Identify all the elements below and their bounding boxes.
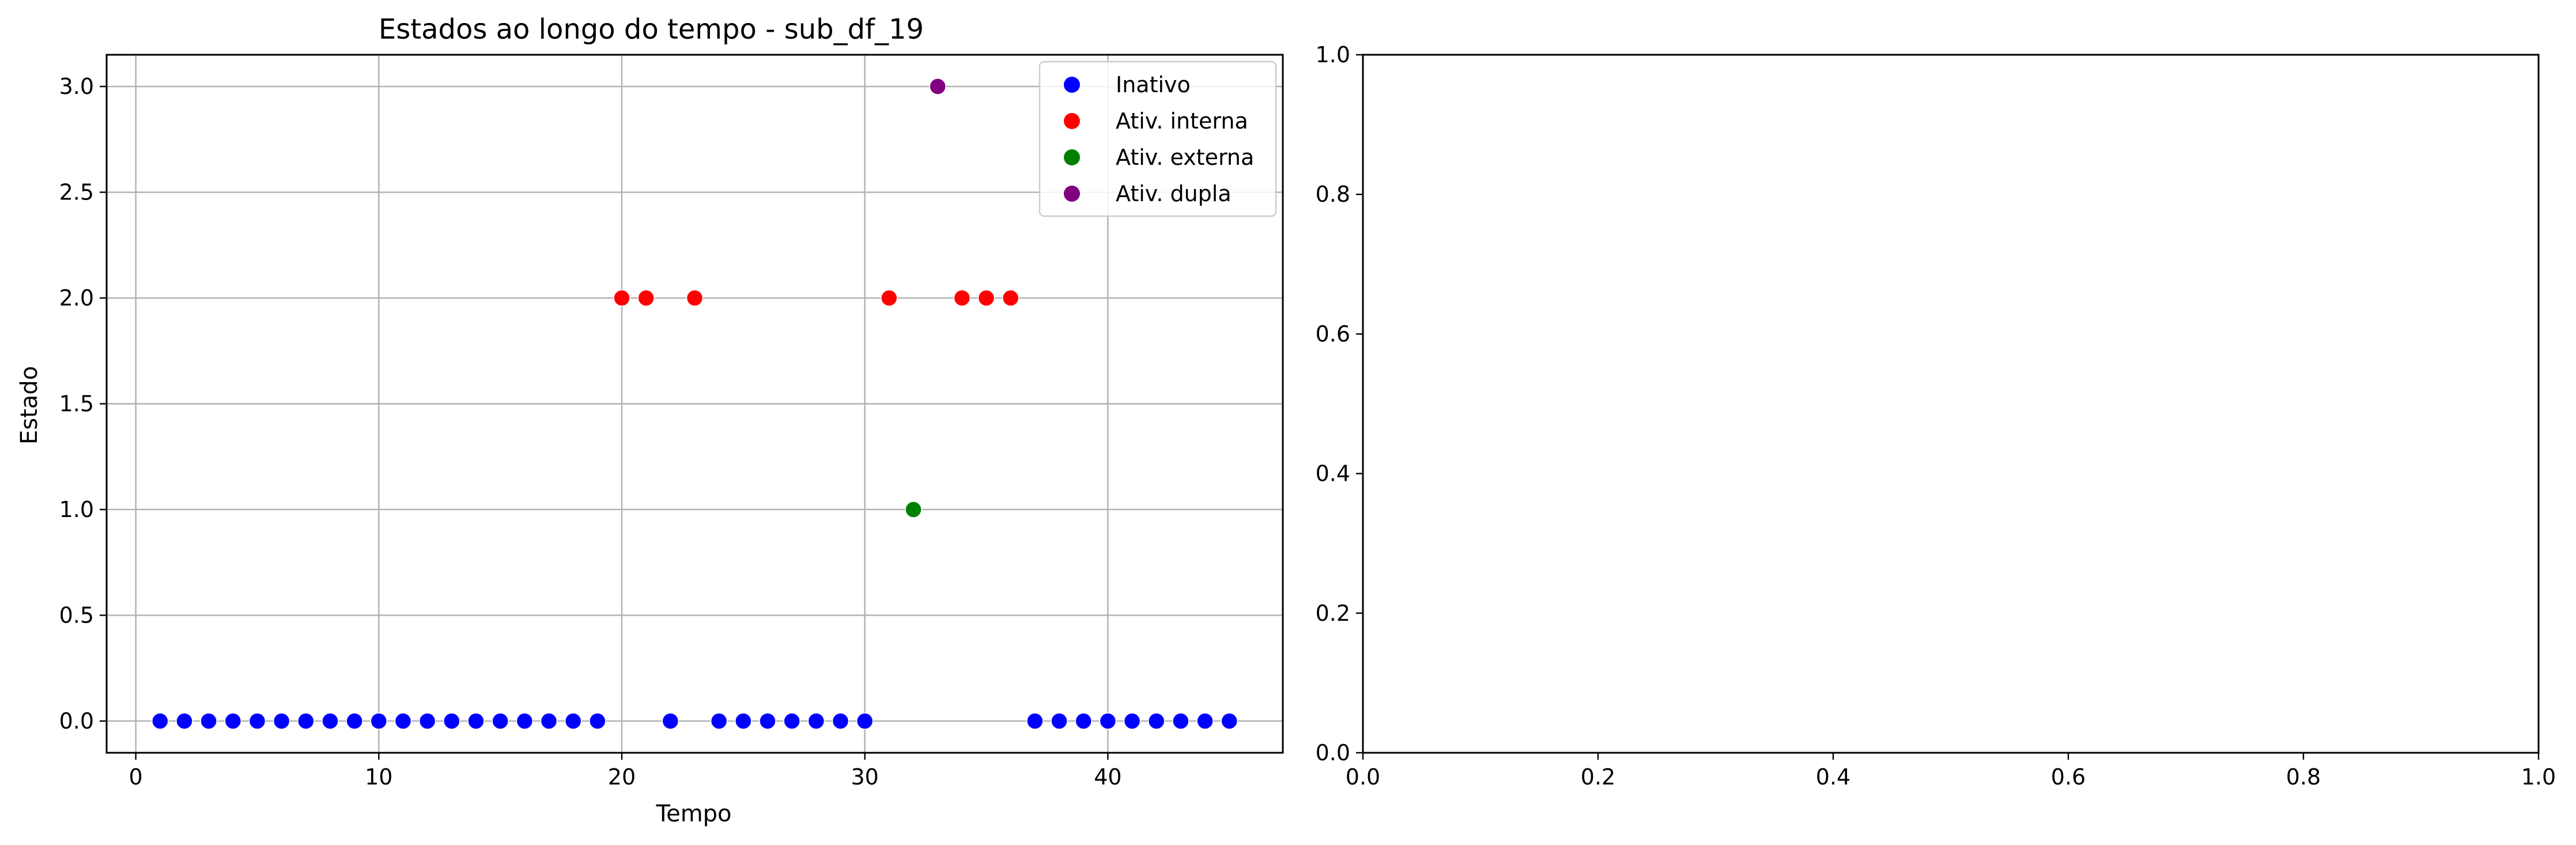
point-inativo (759, 712, 776, 730)
point-inativo (516, 712, 534, 730)
y-tick-label: 0.0 (59, 708, 94, 734)
point-inativo (589, 712, 606, 730)
point-inativo (1147, 712, 1165, 730)
point-inativo (1221, 712, 1238, 730)
point-inativo (394, 712, 412, 730)
point-inativo (1196, 712, 1214, 730)
point-ativ-interna (881, 289, 898, 307)
point-inativo (176, 712, 193, 730)
y-tick-label: 1.5 (59, 391, 94, 417)
point-ativ-interna (637, 289, 655, 307)
axes-frame (1362, 54, 2540, 754)
point-inativo (1075, 712, 1092, 730)
x-tick-label: 30 (851, 764, 879, 790)
point-inativo (370, 712, 388, 730)
point-inativo (1026, 712, 1044, 730)
point-ativ-interna (1002, 289, 1019, 307)
y-tick-label: 1.0 (1316, 42, 1350, 67)
y-tick-label: 0.4 (1316, 461, 1350, 486)
point-ativ-interna (977, 289, 995, 307)
point-inativo (492, 712, 509, 730)
point-inativo (564, 712, 582, 730)
x-tick-label: 0.4 (1816, 764, 1850, 790)
y-tick-label: 0.6 (1316, 321, 1350, 346)
x-tick-label: 40 (1094, 764, 1121, 790)
y-tick-label: 0.8 (1316, 182, 1350, 207)
x-tick-label: 0.2 (1581, 764, 1615, 790)
point-inativo (248, 712, 266, 730)
scatter-axes-estados: Estados ao longo do tempo - sub_df_19 Te… (16, 13, 1284, 827)
point-inativo (783, 712, 800, 730)
point-inativo (1123, 712, 1141, 730)
x-tick-label: 0.0 (1346, 764, 1380, 790)
point-ativ-interna (953, 289, 971, 307)
point-ativ-interna (686, 289, 704, 307)
y-tick-label: 0.0 (1316, 740, 1350, 765)
y-tick-label: 3.0 (59, 74, 94, 99)
point-ativ-interna (613, 289, 630, 307)
x-tick-label: 0.8 (2286, 764, 2321, 790)
y-axis-label: Estado (16, 366, 43, 444)
y-tick-label: 2.0 (59, 285, 94, 311)
point-inativo (710, 712, 728, 730)
point-inativo (540, 712, 558, 730)
empty-axes: 0.0 0.2 0.4 0.6 0.8 1.0 0.0 0.2 0.4 0.6 0.8 1.0 (1316, 42, 2556, 790)
point-inativo (1172, 712, 1189, 730)
x-tick-label: 0.6 (2051, 764, 2086, 790)
chart-title: Estados ao longo do tempo - sub_df_19 (379, 13, 924, 46)
y-tick-label: 0.5 (59, 602, 94, 628)
axes-frame (105, 54, 1284, 754)
point-inativo (200, 712, 217, 730)
point-inativo (807, 712, 825, 730)
legend-label: Ativ. interna (1116, 108, 1248, 134)
point-inativo (467, 712, 485, 730)
legend-label: Ativ. externa (1116, 145, 1254, 170)
point-inativo (1099, 712, 1117, 730)
x-tick-label: 20 (608, 764, 636, 790)
point-inativo (662, 712, 679, 730)
legend-label: Inativo (1116, 72, 1191, 97)
legend-label: Ativ. dupla (1116, 181, 1232, 206)
x-tick-label: 10 (365, 764, 392, 790)
y-tick-label: 1.0 (59, 497, 94, 522)
point-inativo (322, 712, 339, 730)
y-tick-label: 2.5 (59, 180, 94, 205)
point-inativo (735, 712, 752, 730)
legend: Inativo Ativ. interna Ativ. externa Ativ. d… (1038, 61, 1277, 217)
point-inativo (443, 712, 460, 730)
data-points (152, 78, 1238, 730)
point-inativo (273, 712, 290, 730)
point-ativ-dupla (929, 78, 946, 95)
ticks: 0 10 20 30 40 0.0 0.5 1.0 1.5 2.0 2.5 3.0 (59, 74, 1122, 790)
point-inativo (346, 712, 363, 730)
point-inativo (297, 712, 315, 730)
y-tick-label: 0.2 (1316, 601, 1350, 626)
x-tick-label: 0 (129, 764, 143, 790)
point-inativo (856, 712, 874, 730)
x-tick-label: 1.0 (2521, 764, 2556, 790)
legend-marker (1064, 186, 1080, 202)
point-inativo (832, 712, 849, 730)
x-axis-label: Tempo (655, 801, 731, 827)
point-inativo (418, 712, 436, 730)
point-inativo (152, 712, 169, 730)
legend-frame (1038, 61, 1277, 217)
legend-marker (1064, 149, 1080, 165)
legend-marker (1064, 77, 1080, 93)
legend-marker (1064, 113, 1080, 129)
ticks: 0.0 0.2 0.4 0.6 0.8 1.0 0.0 0.2 0.4 0.6 0.8 1.0 (1316, 42, 2556, 790)
point-inativo (1051, 712, 1068, 730)
point-ativ-externa (905, 501, 922, 518)
point-inativo (224, 712, 242, 730)
